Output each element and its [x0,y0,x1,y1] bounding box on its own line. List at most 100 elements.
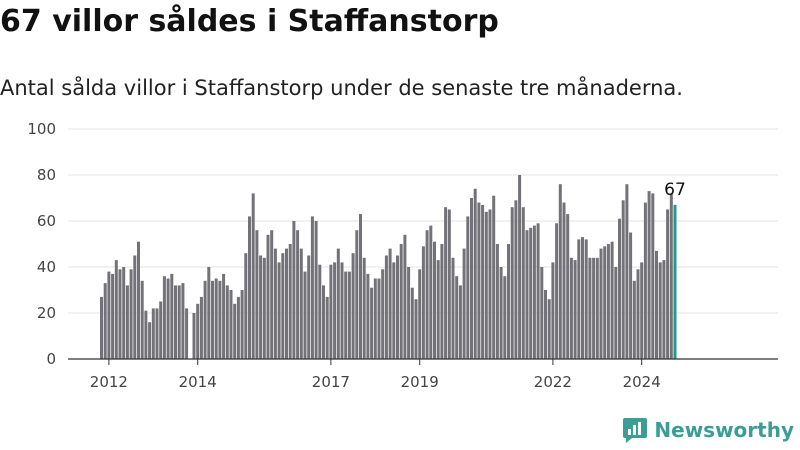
bar [177,285,181,359]
value-labels: 67 [664,180,686,200]
bar [547,299,551,359]
bar [155,308,159,359]
bar [592,257,596,359]
bar [111,273,115,359]
bar [666,209,670,359]
bar [355,230,359,359]
bar [518,175,522,359]
bar [529,227,533,359]
bar [425,230,429,359]
bar [192,313,196,359]
chart-subtitle: Antal sålda villor i Staffanstorp under … [0,76,683,100]
bar [248,216,251,359]
bar [244,253,248,359]
bar [662,260,666,359]
bar [466,216,470,359]
bar [603,246,607,359]
bar [362,257,366,359]
bar [410,287,414,359]
bar [166,278,170,359]
bar [566,214,570,359]
newsworthy-logo-icon [623,418,648,443]
bar [303,271,307,359]
y-axis-ticks: 0 20 40 60 80 100 [27,120,56,368]
bar [100,296,103,359]
bar [107,271,111,359]
bar [285,248,288,359]
bar [521,207,525,359]
bar [359,214,362,359]
bar [262,257,266,359]
bar [558,184,562,359]
bar [451,257,455,359]
bar [296,230,300,359]
bar [347,271,351,359]
bar [651,193,655,359]
bar [470,198,473,359]
bar [310,216,314,359]
bar [266,234,270,359]
bar [588,257,592,359]
bar [203,280,207,359]
bar [225,285,229,359]
bar [510,207,514,359]
bar [473,188,477,359]
bar [170,273,174,359]
bar [259,255,263,359]
last-value-label: 67 [664,180,686,200]
bar [536,223,540,359]
x-tick-label: 2019 [401,373,439,391]
bar [447,209,451,359]
bar [625,184,629,359]
bar [174,285,177,359]
y-tick-label: 80 [37,166,56,184]
bar [351,253,355,359]
y-tick-label: 0 [46,350,56,368]
bar [366,273,370,359]
bars [100,175,677,359]
bar [632,280,636,359]
bar [495,244,499,359]
bar [614,267,618,359]
bar [240,290,244,359]
bar [595,257,599,359]
bar [458,285,462,359]
bar [643,202,647,359]
bar [129,269,133,359]
bar [344,271,348,359]
bar [532,225,536,359]
y-tick-label: 20 [37,304,56,322]
bar [484,211,488,359]
bar [288,244,292,359]
bar [669,193,673,359]
bar [373,278,377,359]
bar [236,296,240,359]
bar [481,204,485,359]
bar [658,262,662,359]
bar [322,285,325,359]
bar [388,248,392,359]
bar [133,255,137,359]
bar [277,262,281,359]
bar [418,269,422,359]
x-tick-label: 2014 [179,373,217,391]
bar [629,232,633,359]
bar [503,276,507,359]
bar [318,264,322,359]
bar [118,269,122,359]
bar [562,202,566,359]
bar [455,276,459,359]
bar [399,244,403,359]
bar [122,267,126,359]
bar [555,223,559,359]
bar [618,218,621,359]
bar [222,273,226,359]
bar [185,308,189,359]
bar [414,299,418,359]
bar [429,225,433,359]
bar [148,322,152,359]
bar [181,283,185,359]
bar [514,200,518,359]
brand-logo: Newsworthy [622,416,794,444]
